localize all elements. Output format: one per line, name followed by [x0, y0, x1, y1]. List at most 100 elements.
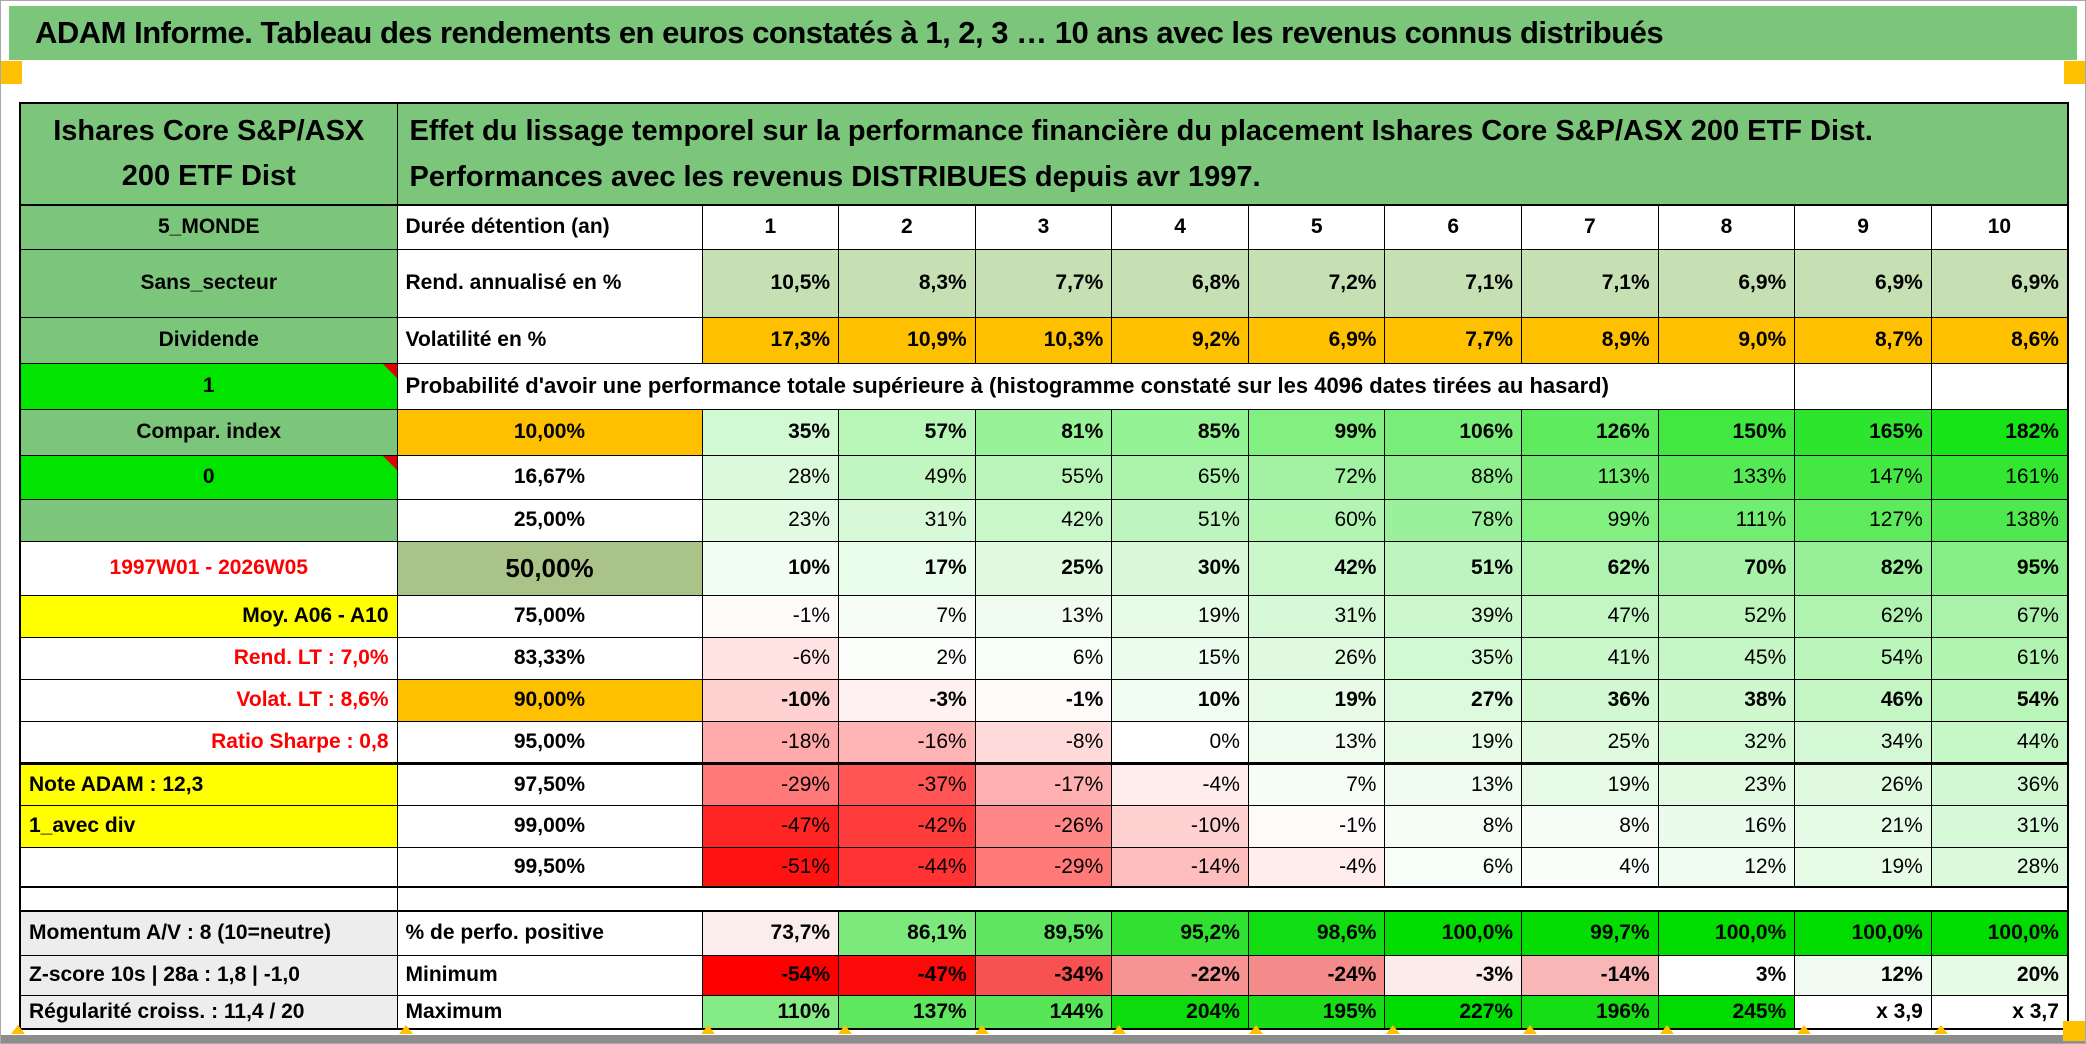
sheet-cell[interactable]: 44% [1930, 720, 2069, 765]
sheet-cell[interactable]: 62% [1794, 594, 1932, 638]
sheet-cell[interactable]: 52% [1657, 594, 1796, 638]
sheet-cell[interactable]: 31% [838, 498, 976, 542]
sheet-cell[interactable]: 3% [1657, 954, 1796, 996]
row-header-cell[interactable]: 25,00% [396, 498, 703, 542]
sheet-cell[interactable]: 9,0% [1657, 316, 1796, 364]
sheet-cell[interactable]: 138% [1930, 498, 2069, 542]
sheet-cell[interactable]: 19% [1111, 594, 1249, 638]
sheet-cell[interactable]: 95,2% [1111, 910, 1249, 956]
sheet-cell[interactable]: 89,5% [974, 910, 1113, 956]
sheet-cell[interactable]: -26% [974, 804, 1113, 848]
sheet-cell[interactable]: 20% [1930, 954, 2069, 996]
sheet-cell[interactable]: 36% [1521, 678, 1659, 722]
sheet-cell[interactable]: 99,7% [1521, 910, 1659, 956]
sheet-cell[interactable]: 7,7% [1384, 316, 1523, 364]
sheet-cell[interactable]: 55% [974, 454, 1113, 500]
sheet-cell[interactable]: 88% [1384, 454, 1523, 500]
row-label-cell[interactable] [19, 846, 398, 888]
row-label-cell[interactable]: Momentum A/V : 8 (10=neutre) [19, 910, 398, 956]
sheet-cell[interactable]: 10,5% [701, 248, 840, 318]
sheet-cell[interactable] [1930, 362, 2069, 410]
sheet-cell[interactable]: 16% [1657, 804, 1796, 848]
sheet-cell[interactable]: 99% [1521, 498, 1659, 542]
sheet-cell[interactable]: 150% [1657, 408, 1796, 456]
sheet-title-cell[interactable]: ADAM Informe. Tableau des rendements en … [9, 6, 2077, 60]
fund-name-cell[interactable]: Ishares Core S&P/ASX 200 ETF Dist [19, 102, 398, 206]
sheet-cell[interactable]: 13% [974, 594, 1113, 638]
sheet-cell[interactable]: 38% [1657, 678, 1796, 722]
sheet-cell[interactable]: 6,9% [1247, 316, 1386, 364]
sheet-cell[interactable]: -8% [974, 720, 1113, 765]
sheet-cell[interactable]: 46% [1794, 678, 1932, 722]
row-label-cell[interactable]: 0 [19, 454, 398, 500]
row-label-cell[interactable]: Dividende [19, 316, 398, 364]
sheet-cell[interactable]: -24% [1247, 954, 1386, 996]
sheet-cell[interactable]: 51% [1384, 540, 1523, 596]
sheet-cell[interactable]: 6% [974, 636, 1113, 680]
sheet-cell[interactable]: -51% [701, 846, 840, 888]
sheet-cell[interactable]: 2% [838, 636, 976, 680]
sheet-cell[interactable]: 137% [838, 994, 976, 1030]
sheet-cell[interactable]: -1% [1247, 804, 1386, 848]
row-header-cell[interactable]: 16,67% [396, 454, 703, 500]
sheet-cell[interactable]: 3 [974, 204, 1113, 250]
sheet-cell[interactable]: 17% [838, 540, 976, 596]
sheet-cell[interactable]: 161% [1930, 454, 2069, 500]
row-label-cell[interactable]: 5_MONDE [19, 204, 398, 250]
sheet-cell[interactable]: 227% [1384, 994, 1523, 1030]
sheet-cell[interactable]: -1% [974, 678, 1113, 722]
sheet-cell[interactable]: -3% [1384, 954, 1523, 996]
sheet-cell[interactable]: 47% [1521, 594, 1659, 638]
sheet-cell[interactable]: 8,3% [838, 248, 976, 318]
sheet-cell[interactable]: 31% [1930, 804, 2069, 848]
sheet-cell[interactable]: -3% [838, 678, 976, 722]
row-label-cell[interactable]: Moy. A06 - A10 [19, 594, 398, 638]
row-label-cell[interactable]: Note ADAM : 12,3 [19, 762, 398, 806]
sheet-cell[interactable]: 9,2% [1111, 316, 1249, 364]
sheet-cell[interactable]: -44% [838, 846, 976, 888]
sheet-cell[interactable]: 25% [974, 540, 1113, 596]
sheet-cell[interactable]: -42% [838, 804, 976, 848]
sheet-cell[interactable]: 35% [701, 408, 840, 456]
sheet-cell[interactable]: -29% [701, 762, 840, 806]
sheet-cell[interactable]: 10,9% [838, 316, 976, 364]
row-header-cell[interactable]: 50,00% [396, 540, 703, 596]
row-header-cell[interactable]: 99,00% [396, 804, 703, 848]
sheet-cell[interactable]: 31% [1247, 594, 1386, 638]
sheet-cell[interactable]: -22% [1111, 954, 1249, 996]
sheet-cell[interactable]: 245% [1657, 994, 1796, 1030]
sheet-cell[interactable]: 133% [1657, 454, 1796, 500]
sheet-cell[interactable]: 196% [1521, 994, 1659, 1030]
sheet-cell[interactable]: 27% [1384, 678, 1523, 722]
sheet-cell[interactable]: 26% [1794, 762, 1932, 806]
sheet-cell[interactable]: 12% [1794, 954, 1932, 996]
sheet-cell[interactable]: 10% [701, 540, 840, 596]
row-label-cell[interactable]: 1997W01 - 2026W05 [19, 540, 398, 596]
row-label-cell[interactable]: Rend. LT : 7,0% [19, 636, 398, 680]
sheet-cell[interactable]: 7,1% [1384, 248, 1523, 318]
sheet-cell[interactable]: 42% [1247, 540, 1386, 596]
sheet-cell[interactable]: 82% [1794, 540, 1932, 596]
sheet-cell[interactable]: 13% [1247, 720, 1386, 765]
sheet-cell[interactable]: 57% [838, 408, 976, 456]
sheet-cell[interactable]: 0% [1111, 720, 1249, 765]
sheet-cell[interactable]: -34% [974, 954, 1113, 996]
sheet-cell[interactable]: 7% [838, 594, 976, 638]
row-header-cell[interactable]: Volatilité en % [396, 316, 703, 364]
sheet-cell[interactable]: -17% [974, 762, 1113, 806]
description-cell[interactable]: Effet du lissage temporel sur la perform… [396, 102, 2069, 206]
sheet-cell[interactable]: 23% [1657, 762, 1796, 806]
sheet-cell[interactable]: 6 [1384, 204, 1523, 250]
sheet-cell[interactable]: -14% [1521, 954, 1659, 996]
sheet-cell[interactable]: 13% [1384, 762, 1523, 806]
sheet-cell[interactable]: 15% [1111, 636, 1249, 680]
sheet-cell[interactable]: 10,3% [974, 316, 1113, 364]
sheet-cell[interactable]: 127% [1794, 498, 1932, 542]
sheet-cell[interactable]: 165% [1794, 408, 1932, 456]
row-header-cell[interactable]: 10,00% [396, 408, 703, 456]
sheet-cell[interactable]: 4% [1521, 846, 1659, 888]
sheet-cell[interactable]: 7% [1247, 762, 1386, 806]
sheet-cell[interactable]: 30% [1111, 540, 1249, 596]
sheet-cell[interactable]: 147% [1794, 454, 1932, 500]
sheet-cell[interactable]: -37% [838, 762, 976, 806]
